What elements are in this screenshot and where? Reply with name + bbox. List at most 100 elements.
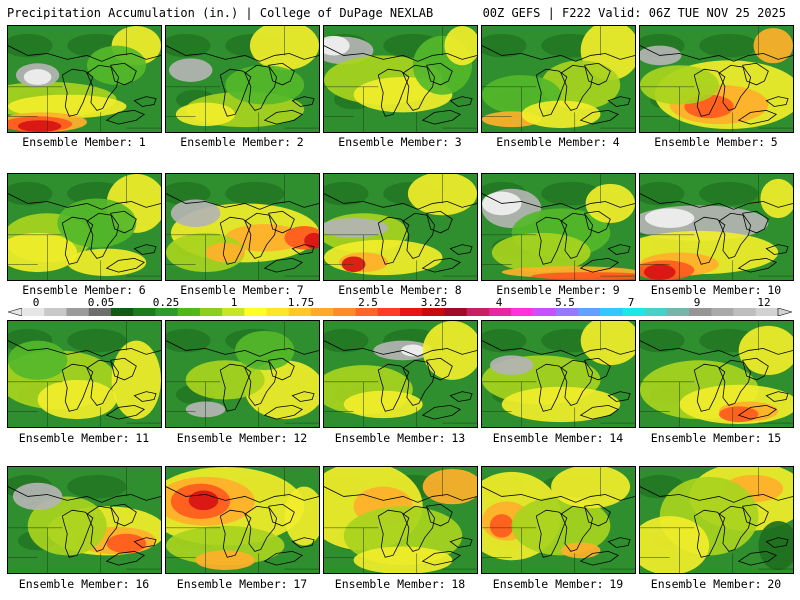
state-border [324, 381, 364, 427]
precip-contour [188, 490, 219, 511]
lake-coastline [324, 193, 477, 210]
caption-label: Ensemble Member: [18, 431, 130, 445]
colorbar-segment [333, 308, 356, 316]
precip-contour [760, 178, 793, 219]
ensemble-member-caption: Ensemble Member: 14 [479, 431, 637, 445]
member-number: 1 [138, 135, 146, 149]
ensemble-member-map [7, 25, 162, 133]
colorbar-segment [644, 308, 668, 316]
colorbar-segment [244, 308, 267, 316]
colorbar-segment [400, 308, 423, 316]
ensemble-member-map [481, 173, 636, 281]
colorbar-tick-label: 12 [757, 296, 771, 309]
colorbar-segment [133, 308, 156, 316]
ensemble-member-caption: Ensemble Member: 18 [321, 577, 479, 591]
colorbar-segment [466, 308, 490, 316]
precip-contour [244, 360, 319, 420]
member-number: 19 [609, 577, 624, 591]
lake-coastline [693, 216, 726, 265]
ensemble-member-map [165, 173, 320, 281]
lake-coastline [449, 244, 473, 255]
ensemble-member-caption: Ensemble Member: 3 [321, 135, 479, 149]
colorbar-segment [44, 308, 67, 316]
lake-coastline [765, 391, 789, 402]
lake-coastline [718, 505, 751, 552]
precip-contour [718, 406, 759, 423]
lake-coastline [377, 68, 410, 117]
lake-coastline [8, 486, 161, 503]
ensemble-member-caption: Ensemble Member: 9 [479, 283, 637, 297]
colorbar-segment [711, 308, 734, 316]
colorbar-right-arrow [777, 308, 792, 316]
lake-coastline [105, 110, 146, 125]
member-number: 17 [293, 577, 308, 591]
ensemble-member-caption: Ensemble Member: 13 [321, 431, 479, 445]
lake-coastline [742, 503, 769, 527]
caption-label: Ensemble Member: [334, 577, 446, 591]
lake-coastline [737, 551, 778, 566]
lake-coastline [449, 537, 473, 548]
ensemble-member-caption: Ensemble Member: 10 [637, 283, 795, 297]
precip-contour [8, 94, 127, 119]
ensemble-member-caption: Ensemble Member: 5 [637, 135, 795, 149]
ensemble-member-caption: Ensemble Member: 8 [321, 283, 479, 297]
ensemble-member-map [7, 173, 162, 281]
colorbar-segment [733, 308, 757, 316]
ensemble-member-map [165, 320, 320, 428]
lake-coastline [718, 64, 751, 111]
lake-coastline [263, 110, 304, 125]
lake-coastline [61, 216, 94, 265]
ensemble-member-caption: Ensemble Member: 17 [163, 577, 321, 591]
lake-coastline [133, 244, 157, 255]
precip-contour [67, 248, 147, 277]
ensemble-member-map [323, 466, 478, 574]
lake-coastline [693, 68, 726, 117]
lake-coastline [693, 363, 726, 412]
lake-coastline [263, 405, 304, 420]
caption-label: Ensemble Member: [650, 283, 762, 297]
lake-coastline [742, 357, 769, 381]
lake-coastline [584, 62, 611, 86]
caption-label: Ensemble Member: [22, 283, 134, 297]
lake-coastline [560, 505, 593, 552]
lake-coastline [324, 45, 477, 62]
lake-coastline [402, 505, 435, 552]
precip-contour [8, 232, 78, 273]
precip-contour [57, 198, 137, 248]
lake-coastline [426, 210, 453, 234]
precip-colorbar: 0 0.05 0.25 1 1.75 2.5 3.25 4 5.5 7 9 12 [0, 296, 800, 320]
lake-coastline [737, 405, 778, 420]
state-border [324, 527, 364, 573]
chart-title: Precipitation Accumulation (in.) | Colle… [7, 6, 434, 20]
lake-coastline [263, 551, 304, 566]
lake-coastline [535, 216, 568, 265]
precip-contour [304, 232, 319, 249]
colorbar-segment [422, 308, 445, 316]
lake-coastline [166, 340, 319, 357]
lake-coastline [737, 258, 778, 273]
lake-coastline [166, 45, 319, 62]
member-number: 7 [296, 283, 304, 297]
lake-coastline [560, 64, 593, 111]
colorbar-segment [622, 308, 645, 316]
lake-coastline [640, 486, 793, 503]
lake-coastline [244, 359, 277, 406]
colorbar-segment [533, 308, 557, 316]
lake-coastline [426, 357, 453, 381]
lake-coastline [579, 405, 620, 420]
member-number: 2 [296, 135, 304, 149]
colorbar-segment [511, 308, 534, 316]
precip-contour [23, 69, 52, 85]
lake-coastline [640, 45, 793, 62]
lake-coastline [584, 357, 611, 381]
ensemble-member-map [639, 466, 794, 574]
caption-label: Ensemble Member: [338, 283, 450, 297]
caption-label: Ensemble Member: [334, 431, 446, 445]
lake-coastline [742, 210, 769, 234]
lake-coastline [166, 486, 319, 503]
member-number: 9 [612, 283, 620, 297]
ensemble-member-map [639, 25, 794, 133]
lake-coastline [535, 363, 568, 412]
precip-contour [422, 468, 477, 505]
lake-coastline [402, 212, 435, 259]
